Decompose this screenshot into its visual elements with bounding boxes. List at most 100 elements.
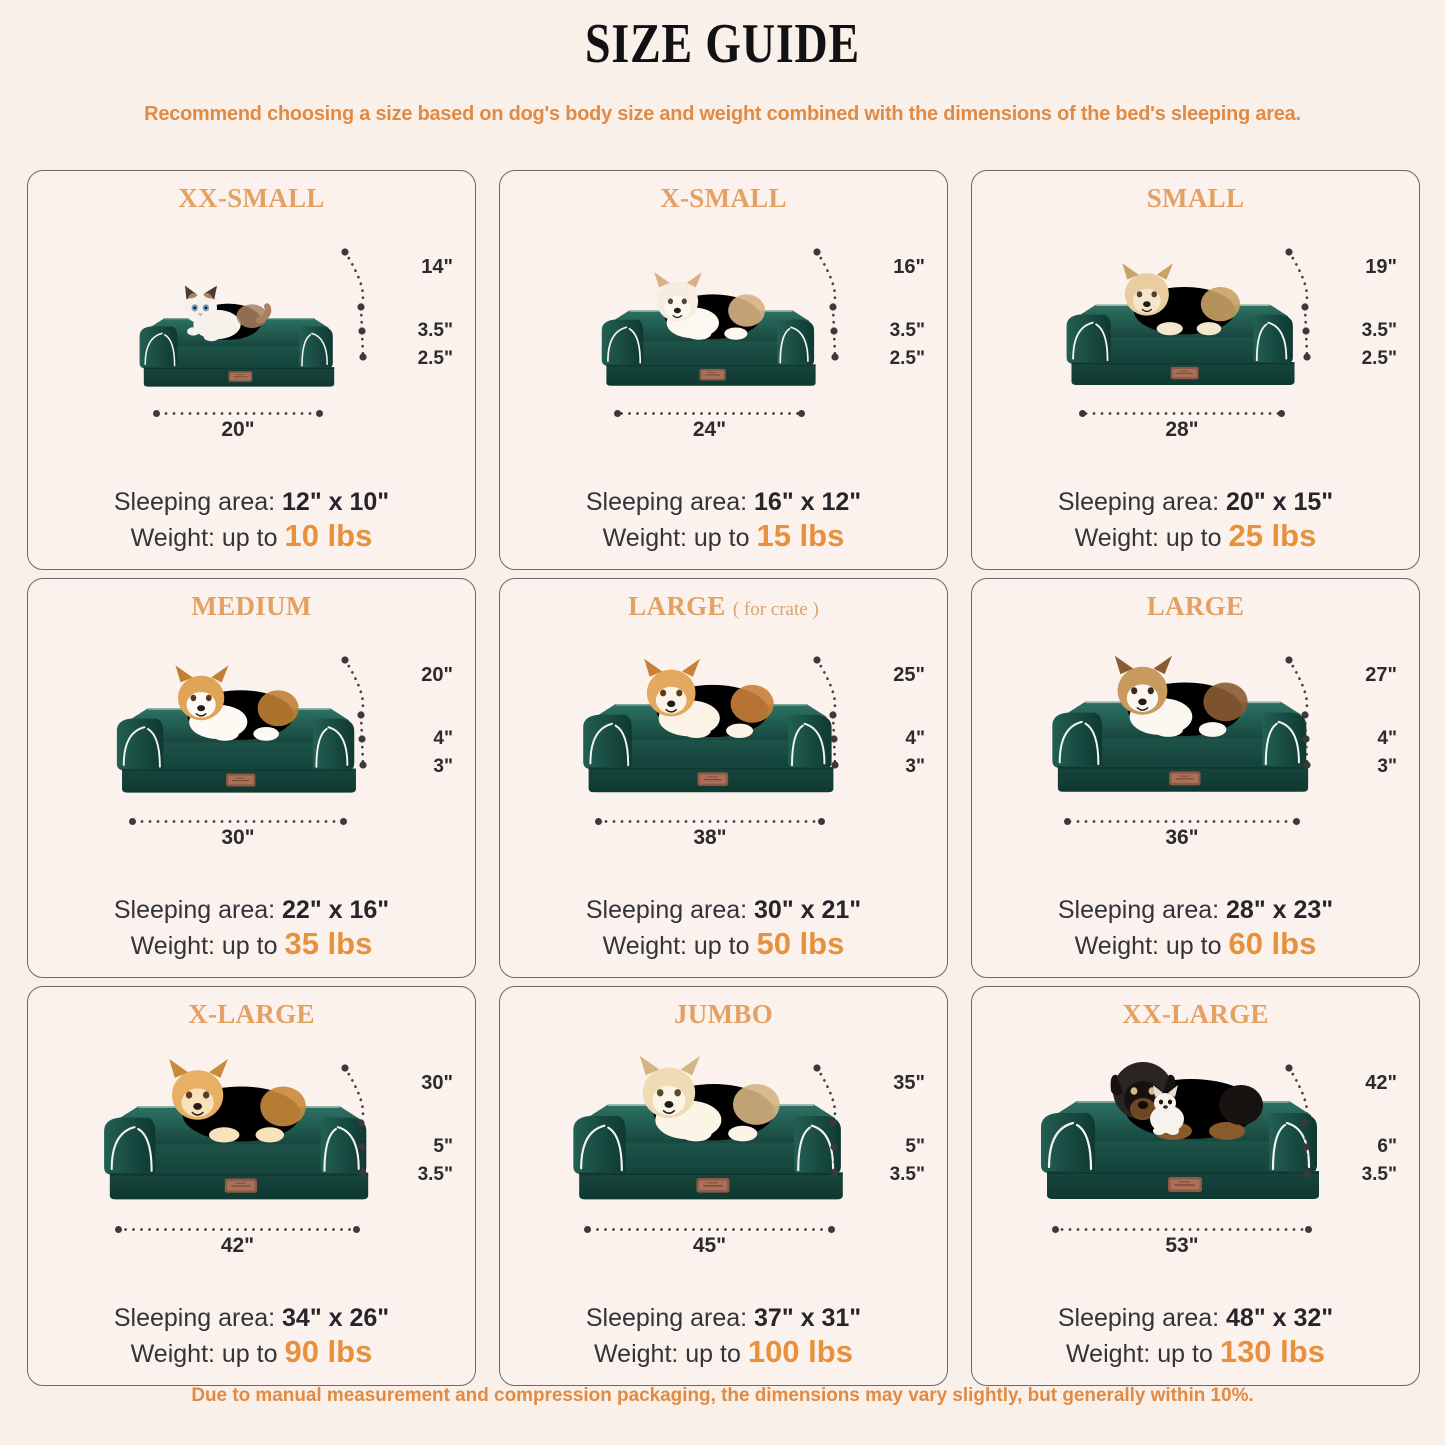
size-name: LARGE xyxy=(628,591,726,621)
size-name: SMALL xyxy=(1146,183,1245,213)
size-card[interactable]: MEDIUM xyxy=(27,578,476,978)
size-card-specs: Sleeping area: 20" x 15" Weight: up to 2… xyxy=(972,487,1419,555)
pet-illustration-dog-shihtzu xyxy=(654,272,766,340)
size-card-specs: Sleeping area: 34" x 26" Weight: up to 9… xyxy=(28,1303,475,1371)
depth-label: 35" xyxy=(893,1072,925,1094)
width-dimension-line xyxy=(129,818,347,825)
pet-illustration-dog-labrador xyxy=(639,1055,780,1142)
sleeping-area-line: Sleeping area: 20" x 15" xyxy=(972,487,1419,518)
sleeping-area-value: 48" x 32" xyxy=(1226,1303,1334,1332)
width-line-end-dot xyxy=(1278,410,1285,417)
size-name: XX-SMALL xyxy=(178,183,325,213)
base-height-label: 2.5" xyxy=(1361,348,1397,369)
weight-prefix: Weight: up to xyxy=(130,1340,285,1369)
size-card-specs: Sleeping area: 22" x 16" Weight: up to 3… xyxy=(28,895,475,963)
weight-value: 15 lbs xyxy=(756,518,845,554)
bed-group xyxy=(576,658,846,808)
base-height-label: 3.5" xyxy=(889,1164,925,1185)
sleeping-area-line: Sleeping area: 12" x 10" xyxy=(28,487,475,518)
bolster-height-label: 5" xyxy=(905,1136,925,1157)
width-line-end-dot xyxy=(353,1226,360,1233)
sleeping-area-prefix: Sleeping area: xyxy=(1057,487,1227,516)
size-card[interactable]: X-SMALL xyxy=(499,170,948,570)
bed-illustration-area: 42" 6" 3.5" 53" xyxy=(972,1030,1419,1262)
bed-illustration-area: 30" 5" 3.5" 42" xyxy=(28,1030,475,1262)
pet-illustration-dog-aussie xyxy=(1114,655,1248,737)
page-subtitle: Recommend choosing a size based on dog's… xyxy=(144,102,1301,125)
sleeping-area-line: Sleeping area: 34" x 26" xyxy=(28,1303,475,1334)
width-dimension-line xyxy=(1079,410,1285,417)
size-card[interactable]: XX-LARGE xyxy=(971,986,1420,1386)
depth-leader xyxy=(335,1062,397,1180)
bed-group xyxy=(566,1055,857,1216)
sleeping-area-line: Sleeping area: 48" x 32" xyxy=(972,1303,1419,1334)
base-height-label: 2.5" xyxy=(889,348,925,369)
sleeping-area-prefix: Sleeping area: xyxy=(113,1303,283,1332)
weight-prefix: Weight: up to xyxy=(602,524,757,553)
bed-illustration-area: 14" 3.5" 2.5" 20" xyxy=(28,214,475,446)
bolster-height-label: 6" xyxy=(1377,1136,1397,1157)
size-card[interactable]: X-LARGE xyxy=(27,986,476,1386)
sleeping-area-value: 16" x 12" xyxy=(754,487,862,516)
pet-illustration-dog-golden xyxy=(169,1058,306,1143)
weight-prefix: Weight: up to xyxy=(602,932,757,961)
width-label: 30" xyxy=(221,826,255,849)
width-line-start-dot xyxy=(153,410,160,417)
weight-prefix: Weight: up to xyxy=(130,932,285,961)
width-line-start-dot xyxy=(129,818,136,825)
size-card[interactable]: JUMBO xyxy=(499,986,948,1386)
size-name: MEDIUM xyxy=(191,591,312,621)
sleeping-area-prefix: Sleeping area: xyxy=(113,487,283,516)
depth-leader xyxy=(807,246,869,364)
size-card-specs: Sleeping area: 37" x 31" Weight: up to 1… xyxy=(500,1303,947,1371)
size-name: X-SMALL xyxy=(660,183,787,213)
size-card-title: MEDIUM xyxy=(28,591,475,622)
size-card[interactable]: XX-SMALL xyxy=(27,170,476,570)
width-line-end-dot xyxy=(1305,1226,1312,1233)
depth-label: 27" xyxy=(1365,664,1397,686)
weight-value: 10 lbs xyxy=(284,518,373,554)
weight-prefix: Weight: up to xyxy=(1074,524,1229,553)
bed-illustration-area: 35" 5" 3.5" 45" xyxy=(500,1030,947,1262)
size-card-title: X-LARGE xyxy=(28,999,475,1030)
width-line-start-dot xyxy=(115,1226,122,1233)
pet-illustration-dog-shiba xyxy=(644,658,774,738)
weight-value: 90 lbs xyxy=(284,1334,373,1370)
size-card[interactable]: SMALL xyxy=(971,170,1420,570)
sleeping-area-line: Sleeping area: 37" x 31" xyxy=(500,1303,947,1334)
bolster-height-label: 4" xyxy=(433,728,453,749)
bed-group xyxy=(97,1058,382,1216)
weight-value: 25 lbs xyxy=(1228,518,1317,554)
dimension-leader-line xyxy=(341,1064,367,1177)
depth-label: 14" xyxy=(421,256,453,278)
depth-label: 30" xyxy=(421,1072,453,1094)
size-card-specs: Sleeping area: 28" x 23" Weight: up to 6… xyxy=(972,895,1419,963)
size-card-specs: Sleeping area: 16" x 12" Weight: up to 1… xyxy=(500,487,947,555)
dimension-leader-line xyxy=(813,656,839,769)
weight-line: Weight: up to 25 lbs xyxy=(972,517,1419,555)
depth-label: 16" xyxy=(893,256,925,278)
weight-line: Weight: up to 130 lbs xyxy=(972,1333,1419,1371)
size-name: X-LARGE xyxy=(188,999,315,1029)
weight-prefix: Weight: up to xyxy=(1066,1340,1220,1369)
bed-group xyxy=(134,285,344,400)
size-card[interactable]: LARGE ( for crate ) xyxy=(499,578,948,978)
size-card[interactable]: LARGE xyxy=(971,578,1420,978)
dimension-leader-line xyxy=(813,1064,839,1177)
dimension-leader-line xyxy=(1285,1064,1311,1177)
base-height-label: 2.5" xyxy=(417,348,453,369)
dimension-leader-line xyxy=(341,248,367,361)
dimension-leader-line xyxy=(341,656,367,769)
base-height-label: 3" xyxy=(1377,756,1397,777)
footer-note: Due to manual measurement and compressio… xyxy=(191,1384,1254,1406)
weight-value: 100 lbs xyxy=(747,1334,853,1370)
bolster-height-label: 3.5" xyxy=(417,320,453,341)
base-height-label: 3" xyxy=(433,756,453,777)
bolster-height-label: 3.5" xyxy=(889,320,925,341)
sleeping-area-prefix: Sleeping area: xyxy=(1057,1303,1227,1332)
bed-illustration-area: 25" 4" 3" 38" xyxy=(500,622,947,854)
pet-illustration-cat-ragdoll xyxy=(183,285,272,342)
dimension-leader-line xyxy=(1285,248,1311,361)
weight-line: Weight: up to 90 lbs xyxy=(28,1333,475,1371)
width-line-start-dot xyxy=(584,1226,591,1233)
